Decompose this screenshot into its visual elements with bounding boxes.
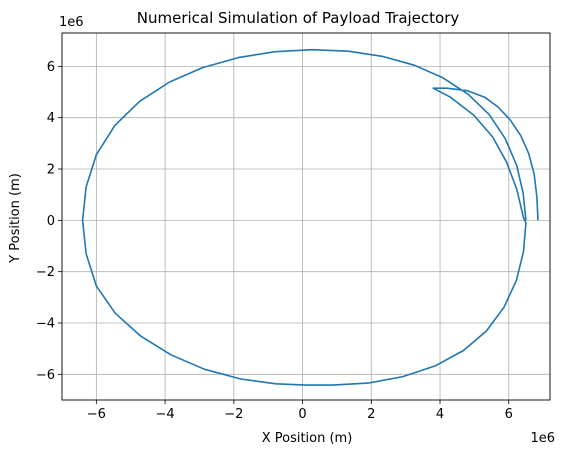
y-tick-label: −6 [36, 368, 55, 383]
x-tick-label: −4 [156, 407, 175, 422]
x-axis-label: X Position (m) [262, 431, 353, 446]
x-tick-label: 2 [367, 407, 375, 422]
x-tick-label: 4 [436, 407, 444, 422]
grid [62, 33, 550, 400]
y-ticks: −6 −4 −2 0 2 4 6 [36, 60, 62, 383]
x-axis-multiplier: 1e6 [530, 431, 555, 446]
x-tick-label: −2 [224, 407, 243, 422]
y-tick-label: 4 [47, 111, 55, 126]
series-layer [81, 48, 539, 386]
x-tick-label: 0 [298, 407, 306, 422]
y-tick-label: −4 [36, 317, 55, 332]
y-tick-label: −2 [36, 265, 55, 280]
x-tick-label: −6 [87, 407, 106, 422]
chart-title: Numerical Simulation of Payload Trajecto… [137, 9, 460, 27]
y-tick-label: 0 [47, 214, 55, 229]
trajectory-line [81, 48, 539, 386]
y-axis-label: Y Position (m) [8, 173, 23, 264]
x-ticks: −6 −4 −2 0 2 4 6 [87, 400, 513, 422]
y-axis-multiplier: 1e6 [59, 15, 84, 30]
y-tick-label: 6 [47, 60, 55, 75]
plot-frame [61, 32, 551, 401]
y-tick-label: 2 [47, 163, 55, 178]
x-tick-label: 6 [505, 407, 513, 422]
